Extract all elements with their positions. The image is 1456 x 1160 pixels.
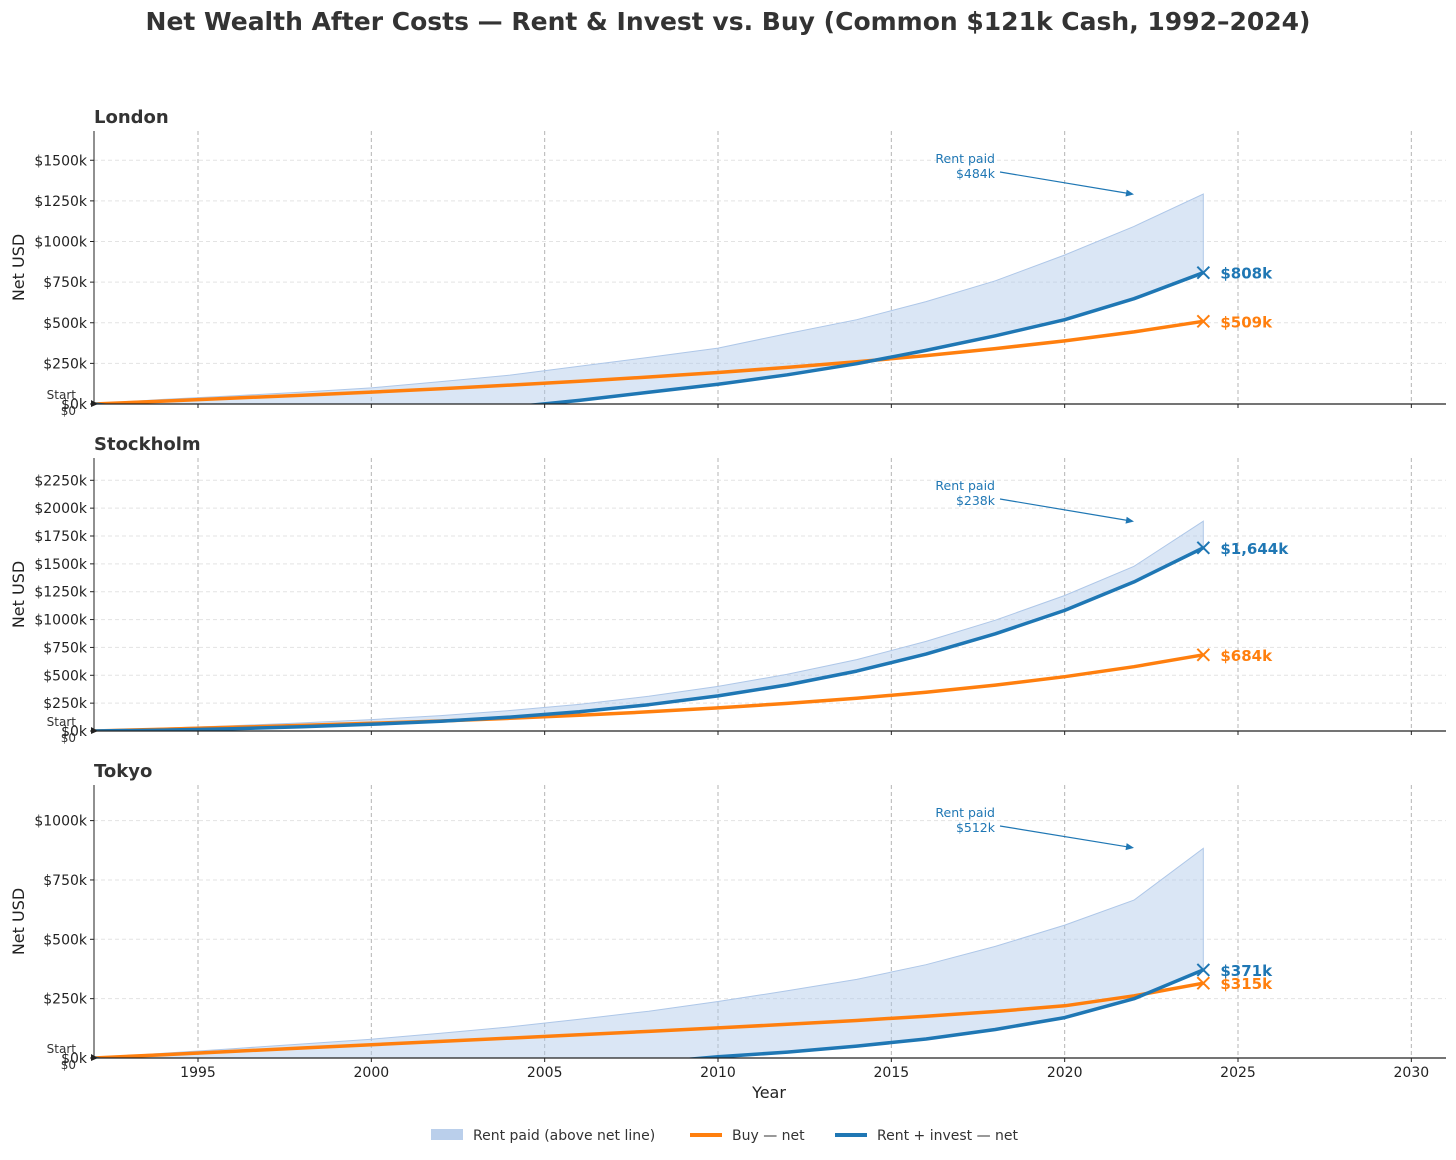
annotation-arrow-line	[999, 825, 1132, 849]
chart-panels: $0k $250k $500k $750k $1000k $1250k $1500k $509…	[9, 107, 1446, 1081]
x-tick-label: 2020	[1047, 1065, 1083, 1081]
rent-end-marker	[1196, 265, 1211, 280]
rent-end-label: $371k	[1220, 962, 1273, 980]
y-tick-label: $1250k	[34, 585, 88, 601]
rent-paid-area	[94, 193, 1204, 404]
start-label: Start	[47, 388, 77, 402]
y-tick-label: $1000k	[34, 613, 88, 629]
x-tick-label: 2025	[1220, 1065, 1256, 1081]
y-tick-label: $500k	[43, 668, 88, 684]
start-label: Start	[47, 1042, 77, 1056]
annotation-arrow-line	[999, 171, 1132, 195]
rent-end-marker	[1196, 541, 1211, 555]
y-tick-label: $1750k	[34, 529, 88, 545]
y-axis-label: Net USD	[9, 234, 28, 301]
rent-paid-annotation-value: $238k	[956, 493, 996, 508]
panel-title: Stockholm	[94, 434, 201, 455]
rent-end-label: $1,644k	[1220, 540, 1289, 558]
start-label: Start	[47, 715, 77, 729]
panel-tokyo: $0k $250k $500k $750k $1000k $315k$371k Rent p…	[9, 761, 1446, 1081]
y-tick-label: $750k	[43, 275, 88, 291]
y-tick-label: $0k	[61, 1051, 88, 1067]
buy-end-marker	[1196, 976, 1211, 990]
x-axis-label: Year	[751, 1083, 786, 1102]
buy-net-line	[94, 653, 1204, 731]
rent-paid-annotation-title: Rent paid	[935, 478, 995, 493]
panel-title: London	[94, 107, 169, 128]
panel-london: $0k $250k $500k $750k $1000k $1250k $1500k $509…	[9, 107, 1446, 418]
x-tick-label: 1995	[180, 1065, 216, 1081]
rent-paid-annotation-title: Rent paid	[935, 805, 995, 820]
y-tick-label: $250k	[43, 696, 88, 712]
x-tick-label: 2015	[874, 1065, 910, 1081]
y-tick-label: $750k	[43, 873, 88, 889]
y-tick-label: $1000k	[34, 814, 88, 830]
rent-paid-annotation-value: $484k	[956, 166, 996, 181]
rent-paid-annotation-title: Rent paid	[935, 151, 995, 166]
y-axis-label: Net USD	[9, 888, 28, 955]
y-tick-label: $1500k	[34, 557, 88, 573]
x-tick-label: 2010	[700, 1065, 736, 1081]
annotation-arrow-head	[1125, 843, 1134, 851]
x-tick-label: 2000	[354, 1065, 390, 1081]
legend: Rent paid (above net line) Buy — net Rent …	[431, 1128, 1019, 1144]
x-tick-label: 2030	[1394, 1065, 1430, 1081]
chart-title: Net Wealth After Costs — Rent & Invest v…	[146, 7, 1311, 36]
start-value-label: $0	[61, 1058, 76, 1072]
buy-end-label: $684k	[1220, 647, 1273, 665]
y-tick-label: $500k	[43, 932, 88, 948]
start-value-label: $0	[61, 731, 76, 745]
legend-label: Rent + invest — net	[877, 1128, 1019, 1144]
x-tick-label: 2005	[527, 1065, 563, 1081]
panel-stockholm: $0k $250k $500k $750k $1000k $1250k $1500k $175…	[9, 434, 1446, 745]
legend-label: Buy — net	[732, 1128, 805, 1144]
rent-invest-net-line	[94, 968, 1204, 1058]
y-tick-label: $250k	[43, 356, 88, 372]
rent-end-marker	[1196, 963, 1211, 977]
rent-invest-net-line	[94, 271, 1204, 404]
rent-paid-area	[94, 520, 1204, 731]
y-tick-label: $0k	[61, 724, 88, 740]
buy-end-marker	[1196, 314, 1211, 328]
y-tick-label: $1250k	[34, 194, 88, 210]
y-axis-label: Net USD	[9, 561, 28, 628]
start-value-label: $0	[61, 404, 76, 418]
y-tick-label: $2250k	[34, 473, 88, 489]
buy-end-label: $315k	[1220, 975, 1273, 993]
rent-invest-net-line	[94, 546, 1205, 731]
rent-paid-area	[94, 847, 1204, 1058]
x-axis-label-group: Year	[751, 1083, 786, 1102]
rent-paid-annotation-value: $512k	[956, 820, 996, 835]
buy-end-label: $509k	[1220, 313, 1273, 331]
legend-label: Rent paid (above net line)	[473, 1128, 655, 1144]
y-tick-label: $2000k	[34, 501, 88, 517]
y-tick-label: $1000k	[34, 235, 88, 251]
buy-net-line	[94, 981, 1204, 1058]
annotation-arrow-line	[999, 498, 1132, 522]
y-tick-label: $250k	[43, 992, 88, 1008]
annotation-arrow-head	[1125, 516, 1134, 524]
legend-swatch-rent-paid	[431, 1129, 463, 1140]
y-tick-label: $0k	[61, 397, 88, 413]
y-tick-label: $1500k	[34, 153, 88, 169]
buy-end-marker	[1196, 648, 1211, 662]
y-tick-label: $500k	[43, 316, 88, 332]
y-tick-label: $750k	[43, 640, 88, 656]
annotation-arrow-head	[1125, 189, 1134, 197]
panel-title: Tokyo	[94, 761, 152, 782]
rent-end-label: $808k	[1220, 265, 1273, 283]
buy-net-line	[94, 319, 1204, 404]
